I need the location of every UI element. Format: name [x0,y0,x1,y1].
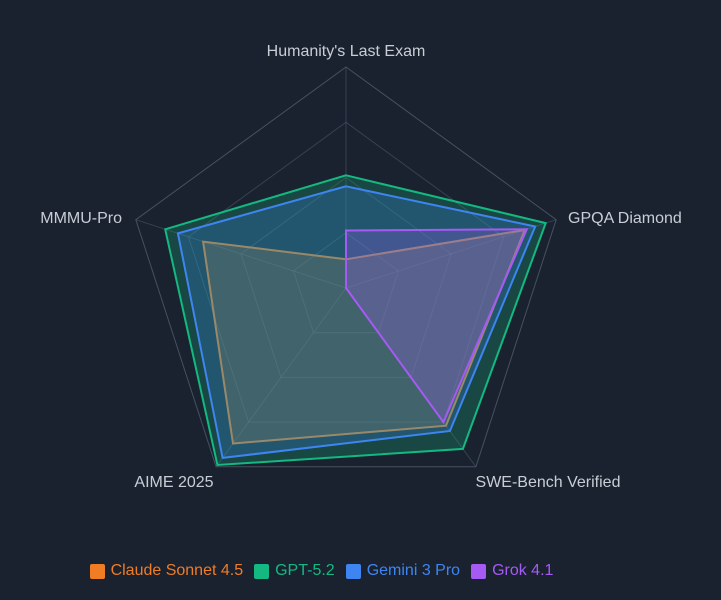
axis-label-gpqa-diamond: GPQA Diamond [568,210,682,227]
grid-ring-75 [187,121,505,423]
grid-ring-100 [135,66,557,468]
legend-item-claude-sonnet-4-5[interactable]: Claude Sonnet 4.5 [89,562,244,579]
legend-swatch-icon [345,563,361,579]
legend-label: Claude Sonnet 4.5 [110,562,244,579]
legend-item-grok-4-1[interactable]: Grok 4.1 [471,563,553,579]
series-polygon-gpt-5-2[interactable] [164,174,548,467]
series-polygon-grok-4-1[interactable] [345,228,529,425]
grid-spoke-mmmu-pro [135,219,347,289]
series-polygon-gemini-3-pro[interactable] [176,185,537,460]
grid-spoke-aime-2025 [215,287,347,468]
legend-swatch-icon [254,563,270,579]
legend-label: Gemini 3 Pro [366,562,461,579]
chart-legend: Claude Sonnet 4.5 GPT-5.2 Gemini 3 Pro Grok… [0,563,721,579]
axis-label-layer: Humanity's Last Exam GPQA Diamond SWE-Benc… [40,43,682,491]
axis-label-swe-bench-verified: SWE-Bench Verified [476,474,621,491]
axis-label-mmmu-pro: MMMU-Pro [40,210,122,227]
legend-swatch-icon [89,563,105,579]
grid-ring-25 [292,232,400,334]
legend-label: Grok 4.1 [492,562,554,579]
legend-item-gemini-3-pro[interactable]: Gemini 3 Pro [345,562,461,579]
legend-swatch-icon [471,563,487,579]
legend-label: GPT-5.2 [275,562,335,579]
axis-label-aime-2025: AIME 2025 [134,474,213,491]
grid-ring-50 [240,176,452,378]
series-polygon-claude-sonnet-4-5[interactable] [201,228,527,445]
radar-chart: Humanity's Last Exam GPQA Diamond SWE-Benc… [40,43,682,491]
legend-item-gpt-5-2[interactable]: GPT-5.2 [254,563,335,579]
axis-label-humanity-s-last-exam: Humanity's Last Exam [267,43,426,60]
radar-series-layer [164,174,548,467]
